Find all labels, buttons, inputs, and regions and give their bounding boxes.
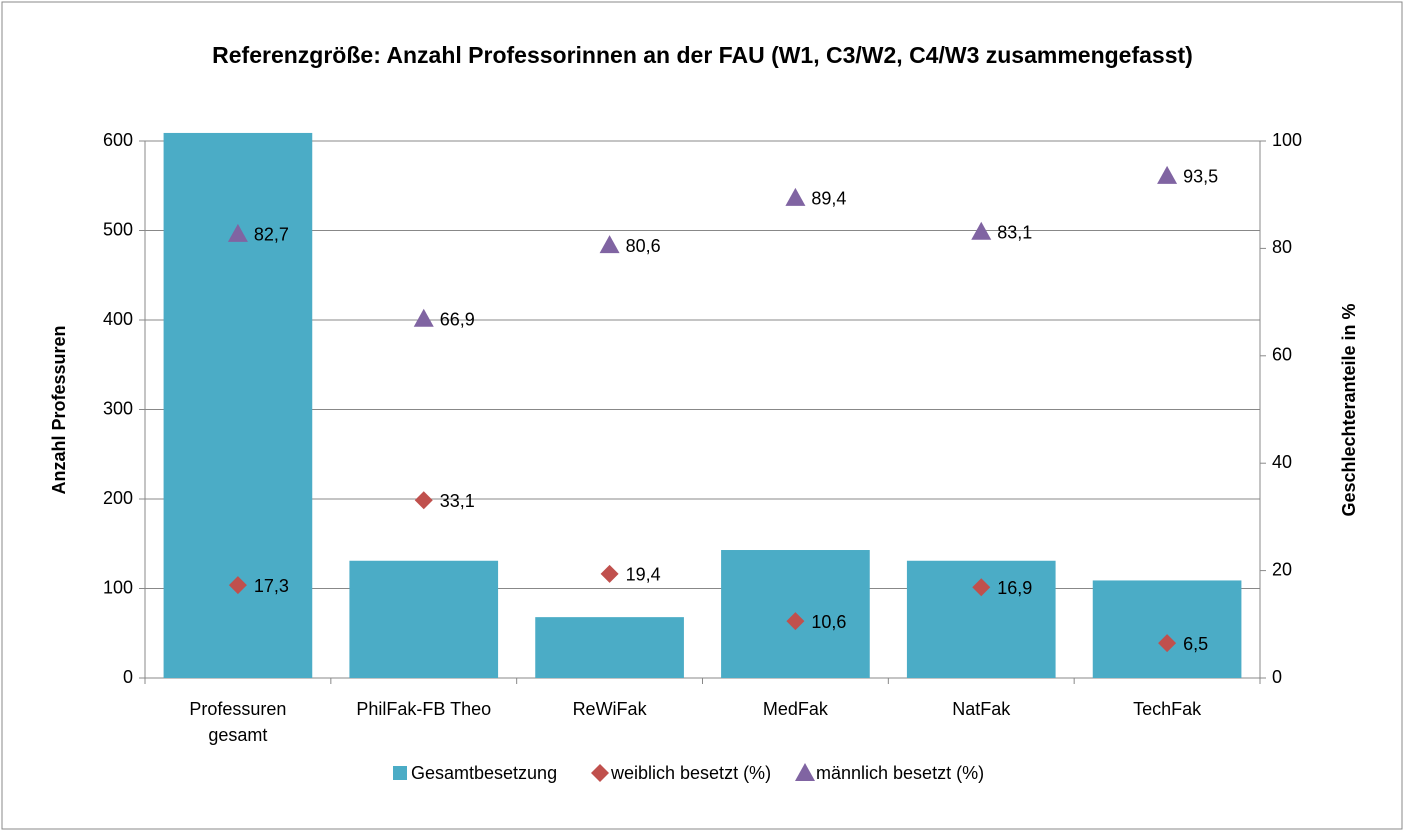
data-label: 6,5 bbox=[1183, 634, 1208, 654]
y-tick-label: 100 bbox=[103, 577, 133, 597]
y2-tick-label: 80 bbox=[1272, 237, 1292, 257]
marker bbox=[227, 223, 248, 242]
y-axis-label: Anzahl Professuren bbox=[49, 325, 69, 494]
marker bbox=[1157, 165, 1178, 184]
y-tick-label: 500 bbox=[103, 219, 133, 239]
bar bbox=[1092, 580, 1242, 678]
y2-tick-label: 20 bbox=[1272, 559, 1292, 579]
y-tick-label: 200 bbox=[103, 488, 133, 508]
x-tick-label: ReWiFak bbox=[572, 699, 647, 719]
marker bbox=[972, 578, 991, 597]
marker bbox=[599, 235, 620, 254]
data-label: 93,5 bbox=[1183, 167, 1218, 187]
y-tick-label: 600 bbox=[103, 130, 133, 150]
y-tick-label: 0 bbox=[123, 667, 133, 687]
bar bbox=[535, 617, 684, 678]
marker bbox=[786, 612, 805, 631]
y2-tick-label: 0 bbox=[1272, 667, 1282, 687]
marker bbox=[1158, 634, 1177, 653]
data-label: 10,6 bbox=[811, 612, 846, 632]
marker bbox=[971, 221, 992, 240]
x-tick-label: Professuren gesamt bbox=[189, 699, 287, 745]
y2-axis-label: Geschlechteranteile in % bbox=[1339, 303, 1359, 516]
x-tick-label: TechFak bbox=[1133, 699, 1202, 719]
data-label: 16,9 bbox=[997, 578, 1032, 598]
y2-tick-label: 100 bbox=[1272, 130, 1302, 150]
marker bbox=[785, 187, 806, 206]
data-label: 19,4 bbox=[626, 565, 661, 585]
legend-swatch bbox=[393, 766, 407, 780]
data-label: 66,9 bbox=[440, 309, 475, 329]
y2-tick-label: 60 bbox=[1272, 345, 1292, 365]
y2-tick-label: 40 bbox=[1272, 452, 1292, 472]
marker bbox=[228, 576, 247, 595]
data-label: 83,1 bbox=[997, 223, 1032, 243]
marker bbox=[414, 491, 433, 510]
y-tick-label: 300 bbox=[103, 398, 133, 418]
data-label: 89,4 bbox=[811, 189, 846, 209]
legend-label: weiblich besetzt (%) bbox=[610, 763, 771, 783]
legend-label: Gesamtbesetzung bbox=[411, 763, 557, 783]
bar bbox=[163, 132, 313, 678]
data-label: 17,3 bbox=[254, 576, 289, 596]
x-tick-label: PhilFak-FB Theo bbox=[356, 699, 492, 719]
legend-label: männlich besetzt (%) bbox=[816, 763, 984, 783]
legend-swatch bbox=[591, 764, 609, 782]
marker bbox=[600, 564, 619, 583]
x-tick-label: MedFak bbox=[762, 699, 828, 719]
data-label: 80,6 bbox=[626, 236, 661, 256]
bar bbox=[349, 560, 499, 678]
data-label: 33,1 bbox=[440, 491, 475, 511]
marker bbox=[413, 308, 434, 327]
x-tick-label: NatFak bbox=[952, 699, 1011, 719]
y-tick-label: 400 bbox=[103, 309, 133, 329]
data-label: 82,7 bbox=[254, 225, 289, 245]
chart-title: Referenzgröße: Anzahl Professorinnen an … bbox=[212, 42, 1193, 68]
legend-swatch bbox=[795, 763, 815, 781]
